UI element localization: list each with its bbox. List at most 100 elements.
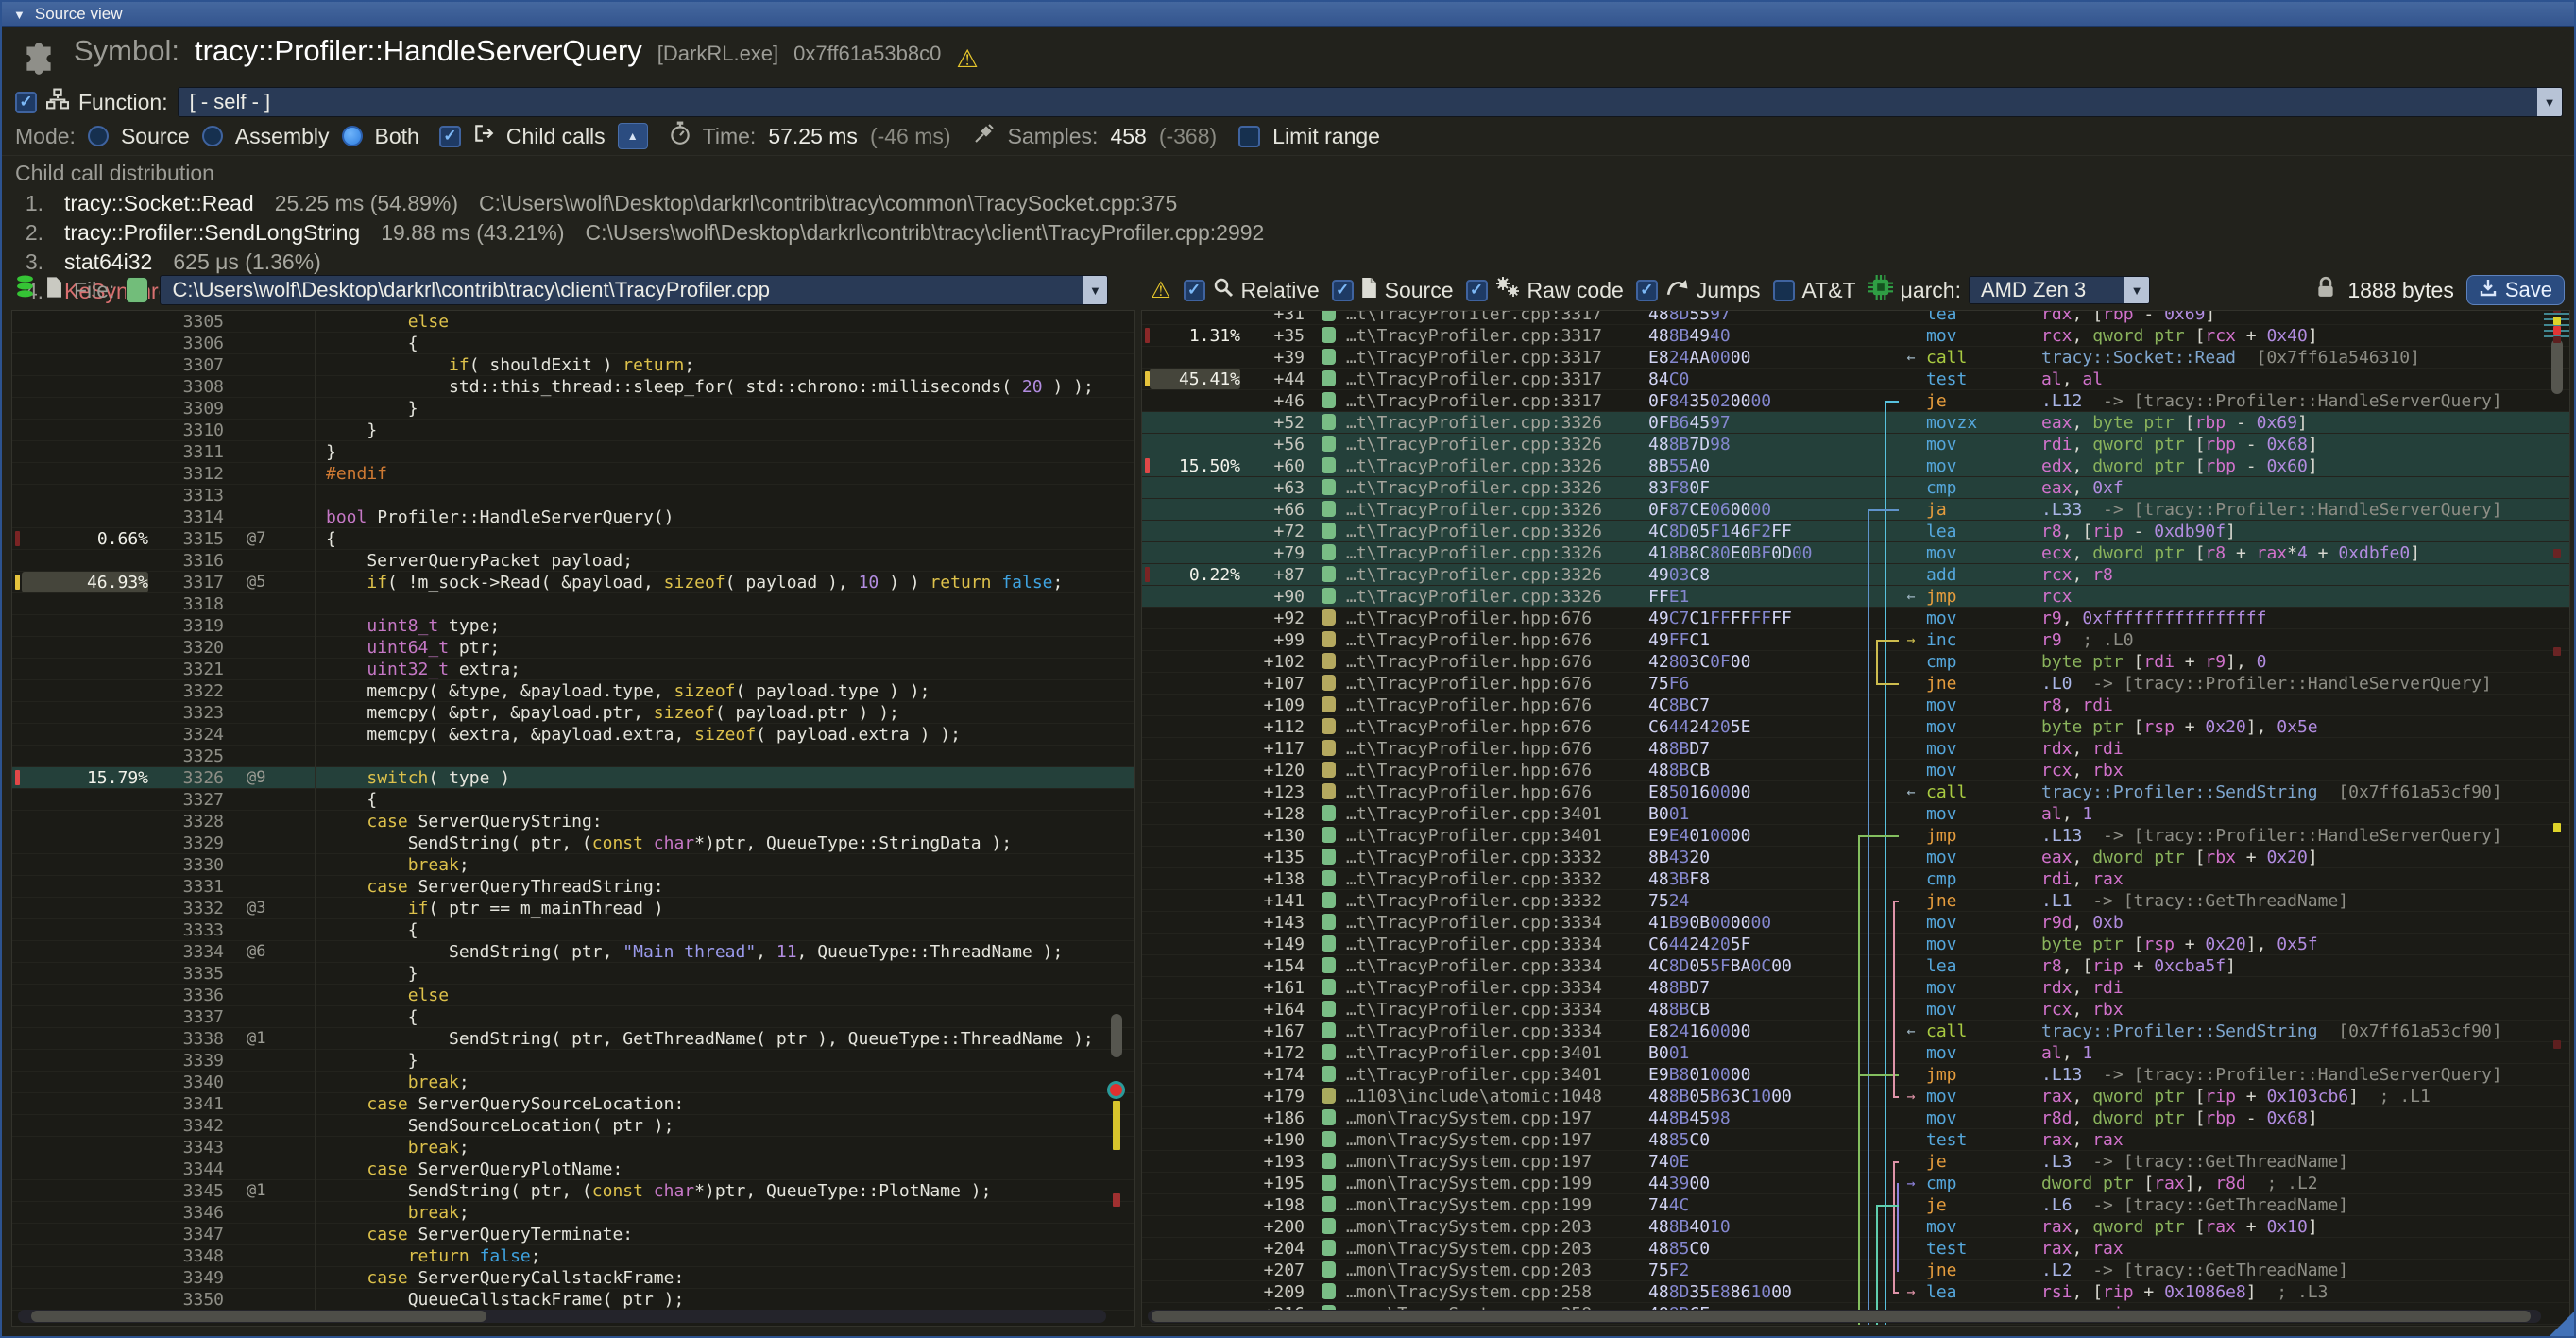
source-line-row[interactable]: 3343 break; (12, 1137, 1134, 1158)
asm-row[interactable]: +164 …t\TracyProfiler.cpp:3334 48 8B CB mov rc… (1142, 999, 2569, 1021)
source-line-row[interactable]: 3310 } (12, 420, 1134, 441)
source-line-row[interactable]: 3334 @6 SendString( ptr, "Main thread", 1… (12, 941, 1134, 963)
asm-row[interactable]: +172 …t\TracyProfiler.cpp:3401 B0 01 mov al, … (1142, 1042, 2569, 1064)
asm-row[interactable]: +204 …mon\TracySystem.cpp:203 48 85 C0 test ra… (1142, 1238, 2569, 1260)
function-select[interactable]: [ - self - ] ▼ (177, 87, 2563, 117)
asm-row[interactable]: +198 …mon\TracySystem.cpp:199 74 4C je .L6 ->… (1142, 1194, 2569, 1216)
radio-assembly-label[interactable]: Assembly (234, 123, 330, 148)
asm-row[interactable]: 45.41% +44 …t\TracyProfiler.cpp:3317 84 C0 te… (1142, 369, 2569, 390)
source-line-row[interactable]: 3337 { (12, 1006, 1134, 1028)
asm-row[interactable]: +109 …t\TracyProfiler.hpp:676 4C 8B C7 mov r8,… (1142, 695, 2569, 716)
source-line-row[interactable]: 3345 @1 SendString( ptr, (const char *)ptr… (12, 1180, 1134, 1202)
radio-assembly[interactable] (201, 126, 223, 146)
asm-row[interactable]: +123 …t\TracyProfiler.hpp:676 E8 50 16 00 00 ← c… (1142, 781, 2569, 803)
source-line-row[interactable]: 3347 case ServerQueryTerminate: (12, 1224, 1134, 1245)
asm-row[interactable]: +63 …t\TracyProfiler.cpp:3326 83 F8 0F cmp eax… (1142, 477, 2569, 499)
asm-row[interactable]: +56 …t\TracyProfiler.cpp:3326 48 8B 7D 98 mov r… (1142, 434, 2569, 455)
source-line-row[interactable]: 3342 SendSourceLocation( ptr ); (12, 1115, 1134, 1137)
child-call-item[interactable]: 3. stat64i32 625 μs (1.36%) (15, 248, 2563, 277)
source-line-row[interactable]: 15.79% 3326 @9 switch( type ) (12, 767, 1134, 789)
asm-row[interactable]: +46 …t\TracyProfiler.cpp:3317 0F 84 35 02 00 00… (1142, 390, 2569, 412)
asm-row[interactable]: +167 …t\TracyProfiler.cpp:3334 E8 24 16 00 00 ←… (1142, 1021, 2569, 1042)
relative-checkbox[interactable] (1183, 279, 1205, 301)
child-call-item[interactable]: 1. tracy::Socket::Read 25.25 ms (54.89%) C:… (15, 189, 2563, 218)
asm-row[interactable]: +90 …t\TracyProfiler.cpp:3326 FF E1 ← jmp rcx (1142, 586, 2569, 608)
asm-row[interactable]: +149 …t\TracyProfiler.cpp:3334 C6 44 24 20 5F m… (1142, 934, 2569, 955)
source-horizontal-scrollbar[interactable] (18, 1310, 1106, 1323)
asm-row[interactable]: +99 …t\TracyProfiler.hpp:676 49 FF C1 → inc r9 … (1142, 629, 2569, 651)
asm-row[interactable]: +179 …1103\include\atomic:1048 48 8B 05 B6 3C 1… (1142, 1086, 2569, 1107)
source-line-row[interactable]: 3332 @3 if( ptr == m_mainThread ) (12, 898, 1134, 919)
asm-row[interactable]: +39 …t\TracyProfiler.cpp:3317 E8 24 AA 00 00 ← c… (1142, 347, 2569, 369)
asm-row[interactable]: +193 …mon\TracySystem.cpp:197 74 0E je .L3 ->… (1142, 1151, 2569, 1173)
asm-row[interactable]: +66 …t\TracyProfiler.cpp:3326 0F 87 CE 06 00 00… (1142, 499, 2569, 521)
source-line-row[interactable]: 3313 (12, 485, 1134, 506)
source-line-row[interactable]: 3328 case ServerQueryString: (12, 811, 1134, 832)
att-label[interactable]: AT&T (1801, 277, 1856, 302)
source-line-row[interactable]: 3341 case ServerQuerySourceLocation: (12, 1093, 1134, 1115)
asm-warning-icon[interactable]: ⚠ (1151, 277, 1171, 303)
source-line-row[interactable]: 3305 else (12, 311, 1134, 333)
att-checkbox[interactable] (1772, 279, 1795, 301)
source-line-row[interactable]: 3348 return false; (12, 1245, 1134, 1267)
limit-range-label[interactable]: Limit range (1272, 123, 1380, 148)
collapse-icon[interactable]: ▼ (13, 7, 26, 22)
asm-row[interactable]: +79 …t\TracyProfiler.cpp:3326 41 8B 8C 80 E0 BF… (1142, 542, 2569, 564)
scrollbar-thumb[interactable] (31, 1311, 486, 1322)
scrollbar-thumb[interactable] (2551, 339, 2563, 394)
asm-row[interactable]: +31 …t\TracyProfiler.cpp:3317 48 8D 55 97 lea r… (1142, 311, 2569, 325)
asm-row[interactable]: +92 …t\TracyProfiler.hpp:676 49 C7 C1 FF FF FF F… (1142, 608, 2569, 629)
scrollbar-thumb[interactable] (1111, 1014, 1122, 1057)
source-line-row[interactable]: 3331 case ServerQueryThreadString: (12, 876, 1134, 898)
source-checkbox[interactable] (1331, 279, 1354, 301)
chevron-down-icon[interactable]: ▼ (1083, 276, 1108, 304)
asm-row[interactable]: +102 …t\TracyProfiler.hpp:676 42 80 3C 0F 00 cm… (1142, 651, 2569, 673)
chevron-down-icon[interactable]: ▼ (2124, 277, 2149, 303)
source-line-row[interactable]: 3329 SendString( ptr, (const char *)ptr, … (12, 832, 1134, 854)
asm-row[interactable]: +195 …mon\TracySystem.cpp:199 44 39 00 → cmp dw… (1142, 1173, 2569, 1194)
source-line-row[interactable]: 3324 memcpy( &extra, &payload.extra, siz… (12, 724, 1134, 746)
asm-row[interactable]: +128 …t\TracyProfiler.cpp:3401 B0 01 mov al, … (1142, 803, 2569, 825)
jumps-label[interactable]: Jumps (1696, 277, 1761, 302)
asm-row[interactable]: +174 …t\TracyProfiler.cpp:3401 E9 B8 01 00 00 j… (1142, 1064, 2569, 1086)
save-button[interactable]: Save (2465, 275, 2565, 305)
source-line-row[interactable]: 46.93% 3317 @5 if( !m_sock->Read( &payload… (12, 572, 1134, 593)
source-line-row[interactable]: 3323 memcpy( &ptr, &payload.ptr, sizeof(… (12, 702, 1134, 724)
asm-row[interactable]: +138 …t\TracyProfiler.cpp:3332 48 3B F8 cmp rd… (1142, 868, 2569, 890)
raw-code-checkbox[interactable] (1465, 279, 1488, 301)
source-line-row[interactable]: 3306 { (12, 333, 1134, 354)
asm-row[interactable]: +130 …t\TracyProfiler.cpp:3401 E9 E4 01 00 00 j… (1142, 825, 2569, 847)
source-line-row[interactable]: 3350 QueueCallstackFrame( ptr ); (12, 1289, 1134, 1311)
function-checkbox[interactable] (15, 91, 37, 113)
asm-row[interactable]: +120 …t\TracyProfiler.hpp:676 48 8B CB mov rcx… (1142, 760, 2569, 781)
source-line-row[interactable]: 3319 uint8_t type; (12, 615, 1134, 637)
source-line-row[interactable]: 0.66% 3315 @7 { (12, 528, 1134, 550)
source-line-row[interactable]: 3338 @1 SendString( ptr, GetThreadName( p… (12, 1028, 1134, 1050)
asm-row[interactable]: +207 …mon\TracySystem.cpp:203 75 F2 jne .L2 -… (1142, 1260, 2569, 1281)
source-line-row[interactable]: 3340 break; (12, 1072, 1134, 1093)
source-line-row[interactable]: 3344 case ServerQueryPlotName: (12, 1158, 1134, 1180)
child-call-item[interactable]: 2. tracy::Profiler::SendLongString 19.88 m… (15, 218, 2563, 248)
asm-row[interactable]: +154 …t\TracyProfiler.cpp:3334 4C 8D 05 5F BA 0… (1142, 955, 2569, 977)
asm-row[interactable]: +52 …t\TracyProfiler.cpp:3326 0F B6 45 97 movz… (1142, 412, 2569, 434)
radio-both[interactable] (341, 126, 363, 146)
source-line-row[interactable]: 3333 { (12, 919, 1134, 941)
chevron-down-icon[interactable]: ▼ (2537, 88, 2562, 116)
assembly-vertical-scrollbar[interactable] (2544, 311, 2569, 1307)
jumps-checkbox[interactable] (1635, 279, 1658, 301)
source-line-row[interactable]: 3320 uint64_t ptr; (12, 637, 1134, 659)
source-vertical-scrollbar[interactable] (1110, 311, 1123, 1307)
asm-row[interactable]: +135 …t\TracyProfiler.cpp:3332 8B 43 20 mov ea… (1142, 847, 2569, 868)
asm-row[interactable]: +200 …mon\TracySystem.cpp:203 48 8B 40 10 mov r… (1142, 1216, 2569, 1238)
source-line-row[interactable]: 3327 { (12, 789, 1134, 811)
asm-row[interactable]: +72 …t\TracyProfiler.cpp:3326 4C 8D 05 F1 46 F2… (1142, 521, 2569, 542)
source-line-row[interactable]: 3307 if( shouldExit ) return; (12, 354, 1134, 376)
relative-label[interactable]: Relative (1240, 277, 1320, 302)
source-line-row[interactable]: 3335 } (12, 963, 1134, 985)
source-line-row[interactable]: 3339 } (12, 1050, 1134, 1072)
asm-row[interactable]: 15.50% +60 …t\TracyProfiler.cpp:3326 8B 55 A0… (1142, 455, 2569, 477)
child-calls-checkbox[interactable] (438, 125, 461, 147)
source-line-row[interactable]: 3321 uint32_t extra; (12, 659, 1134, 680)
asm-row[interactable]: +141 …t\TracyProfiler.cpp:3332 75 24 jne .L1 … (1142, 890, 2569, 912)
asm-row[interactable]: +143 …t\TracyProfiler.cpp:3334 41 B9 0B 00 00 0… (1142, 912, 2569, 934)
